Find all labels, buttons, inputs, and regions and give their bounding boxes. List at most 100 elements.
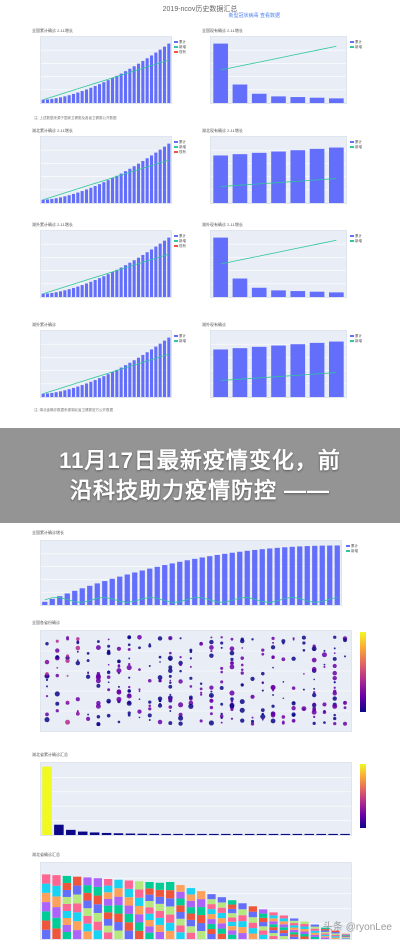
stacked-segment <box>290 934 299 937</box>
bar <box>329 147 344 203</box>
stacked-segment <box>300 936 309 939</box>
stacked-segment <box>248 917 257 923</box>
stacked-segment <box>331 930 340 933</box>
bubble <box>291 713 296 717</box>
chart-title: 湖北累计确诊 2-11增长 <box>32 128 73 133</box>
bubble <box>159 661 161 663</box>
bubble <box>281 715 286 719</box>
bubble <box>168 684 173 689</box>
bar <box>128 68 132 103</box>
stacked-segment <box>73 885 82 895</box>
bar <box>117 576 123 605</box>
bar <box>123 365 128 397</box>
stacked-segment <box>62 875 71 883</box>
bar <box>167 237 171 297</box>
stacked-segment <box>176 891 185 899</box>
chart-title: 湖外累计确诊 2-11增长 <box>32 222 73 227</box>
bar <box>89 832 100 835</box>
stacked-segment <box>155 931 164 939</box>
bubble <box>220 680 224 684</box>
bar <box>45 99 50 103</box>
bubble <box>239 699 245 705</box>
bar <box>267 548 273 605</box>
bubble <box>137 634 142 640</box>
stacked-segment <box>135 889 144 898</box>
bar <box>147 568 153 605</box>
bubble <box>169 710 172 712</box>
bar <box>274 547 280 605</box>
bubble <box>261 718 264 721</box>
bubble <box>127 689 131 693</box>
bubble <box>116 696 122 702</box>
colorbar <box>360 632 366 712</box>
page-title: 2019-ncov历史数据汇总 <box>162 6 238 13</box>
bubble <box>75 645 81 651</box>
stacked-segment <box>104 892 113 899</box>
bar <box>128 262 132 297</box>
stacked-segment <box>248 906 257 912</box>
stacked-segment <box>300 926 309 930</box>
bubble <box>270 718 276 724</box>
legend: 累计 新增 <box>350 40 362 50</box>
bubble <box>66 674 69 677</box>
bubble <box>291 686 296 690</box>
bar <box>132 260 136 297</box>
bar <box>162 46 167 103</box>
series-line <box>220 178 337 187</box>
bar <box>136 163 141 203</box>
bar <box>290 291 306 297</box>
stacked-segment <box>321 937 330 939</box>
bubble <box>127 662 131 666</box>
bar <box>259 549 265 605</box>
bar <box>63 390 67 397</box>
stacked-segment <box>62 931 71 939</box>
bubble <box>189 657 192 660</box>
bubble <box>312 693 317 698</box>
bar <box>58 391 63 397</box>
bubble <box>333 635 337 639</box>
bubble <box>270 645 276 650</box>
bubble <box>333 713 336 717</box>
stacked-segment <box>228 930 237 935</box>
stacked-segment <box>83 877 92 886</box>
bubble <box>107 688 111 692</box>
bubble <box>127 711 131 715</box>
stacked-segment <box>114 930 123 939</box>
colorbar <box>360 764 366 828</box>
stacked-segment <box>300 934 309 937</box>
bubble <box>75 697 80 702</box>
stacked-segment <box>228 934 237 939</box>
bubble <box>323 649 326 652</box>
bubble <box>220 716 223 720</box>
bubble <box>96 700 101 706</box>
chart-panel-7: 湖外累计确诊 累计 新增 <box>30 322 195 404</box>
bar-chart-growth <box>41 237 171 297</box>
bubble <box>312 708 317 712</box>
bubble <box>138 716 141 719</box>
bubble <box>65 658 70 663</box>
bubble <box>240 663 244 667</box>
header-links[interactable]: 新型冠状病毒 查看数据 <box>228 13 280 19</box>
bar <box>141 354 145 397</box>
bar <box>84 383 89 397</box>
stacked-segment <box>207 934 216 939</box>
stacked-segment <box>73 876 82 886</box>
bar <box>54 824 64 835</box>
bar <box>119 73 123 103</box>
bubble <box>65 719 71 725</box>
stacked-segment <box>290 927 299 930</box>
bar <box>158 343 162 397</box>
chart-panel-6: 湖外现有确诊 2-11增长 累计 新增 <box>200 222 370 304</box>
bar <box>136 257 141 297</box>
bar <box>57 596 63 605</box>
bubble <box>96 683 101 688</box>
bar <box>271 96 286 103</box>
bubble <box>260 708 265 712</box>
watermark: 头条 @ryonLee <box>322 922 392 933</box>
bubble <box>179 637 182 640</box>
stacked-segment <box>341 938 350 939</box>
stacked-segment <box>341 937 350 938</box>
bar <box>145 252 149 297</box>
bubble <box>323 721 326 724</box>
bar <box>97 184 102 203</box>
